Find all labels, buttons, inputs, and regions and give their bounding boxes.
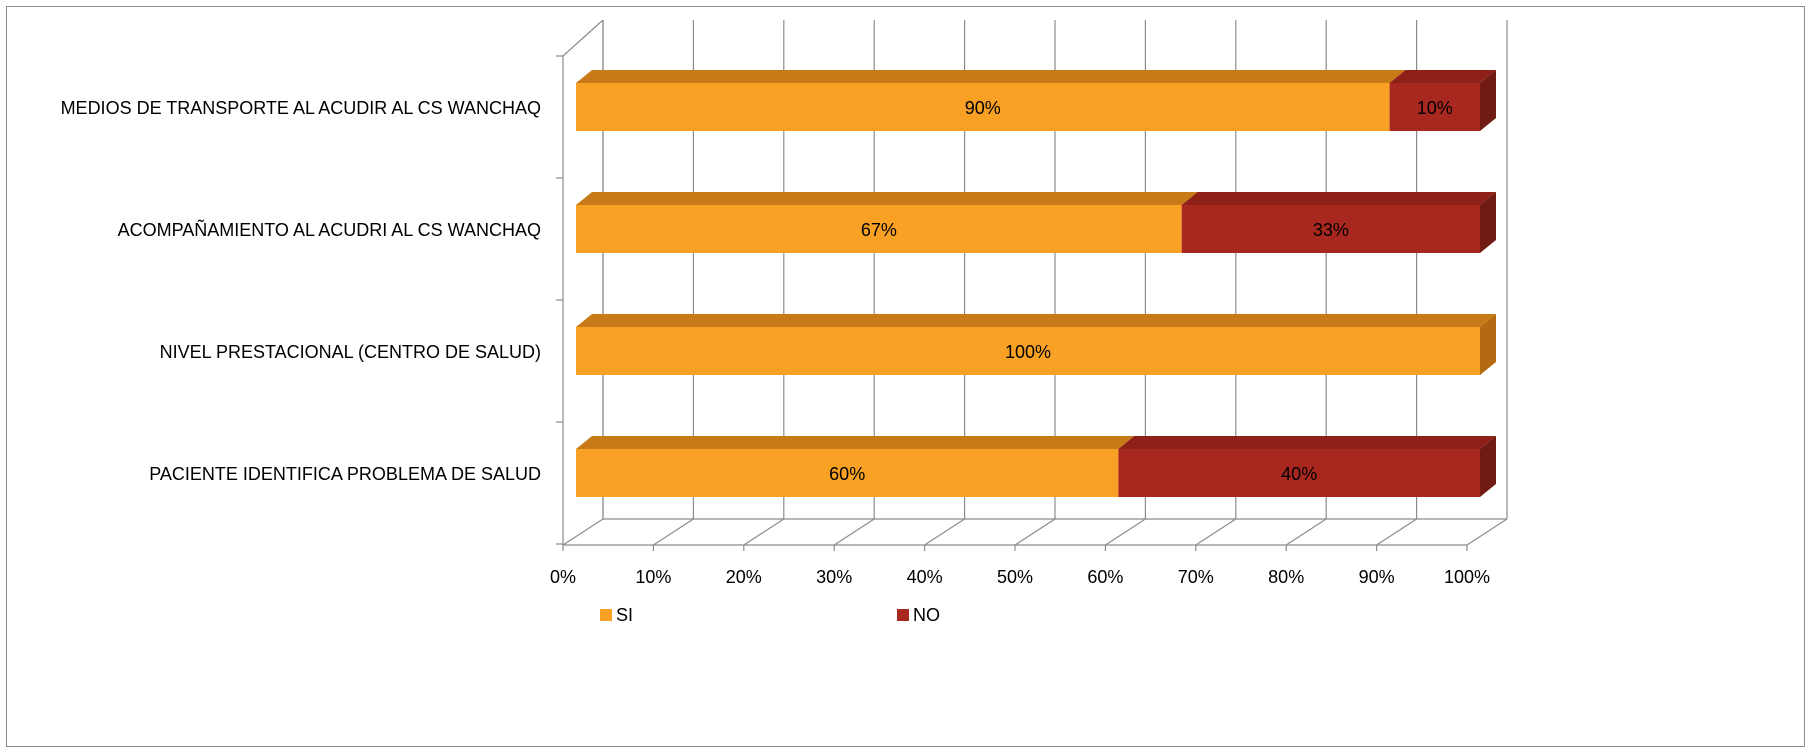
x-tick-label: 20% [726,567,762,587]
floor-gridline [1014,518,1056,546]
x-tick-label: 70% [1178,567,1214,587]
bar-top-face [1181,192,1496,205]
bar-segment [1389,83,1480,131]
x-tick-label: 50% [997,567,1033,587]
x-tick-label: 100% [1444,567,1490,587]
legend-label: SI [616,605,633,625]
data-label: 90% [965,98,1001,118]
bar-segment [576,327,1480,375]
bar-top-face [576,192,1198,205]
legend-swatch [600,609,612,621]
category-label: PACIENTE IDENTIFICA PROBLEMA DE SALUD [149,464,541,484]
floor-gridline [1105,518,1146,546]
legend-label: NO [913,605,940,625]
bar-side-face [1480,436,1496,497]
bar-segment [1118,449,1480,497]
bar-segment [576,205,1182,253]
bar-top-face [1118,436,1496,449]
data-label: 10% [1417,98,1453,118]
x-tick-label: 30% [816,567,852,587]
bar-segment [576,83,1390,131]
floor-gridline [833,518,875,546]
floor-gridline [562,518,604,546]
bar-top-face [576,314,1496,327]
x-tick-label: 90% [1359,567,1395,587]
floor-gridline [1195,518,1237,546]
bar-side-face [1480,70,1496,131]
bar-top-face [1389,70,1496,83]
legend-swatch [897,609,909,621]
floor-gridline [1285,518,1327,546]
bar-side-face [1480,314,1496,375]
bar-segment [576,449,1119,497]
floor-gridline [743,518,785,546]
category-label: NIVEL PRESTACIONAL (CENTRO DE SALUD) [160,342,541,362]
x-tick-label: 40% [907,567,943,587]
bar-top-face [576,70,1406,83]
bar-side-face [1480,192,1496,253]
floor-gridline [1466,518,1508,546]
left-wall-top-edge [562,19,604,57]
floor-gridline [653,518,694,546]
x-tick-label: 60% [1087,567,1123,587]
data-label: 40% [1281,464,1317,484]
bar-top-face [576,436,1135,449]
data-label: 33% [1313,220,1349,240]
x-tick-label: 80% [1268,567,1304,587]
category-label: ACOMPAÑAMIENTO AL ACUDRI AL CS WANCHAQ [118,219,541,240]
x-tick-label: 10% [635,567,671,587]
data-label: 67% [861,220,897,240]
bar-segment [1181,205,1480,253]
category-label: MEDIOS DE TRANSPORTE AL ACUDIR AL CS WAN… [61,98,541,118]
floor-gridline [1376,518,1417,546]
data-label: 100% [1005,342,1051,362]
data-label: 60% [829,464,865,484]
x-tick-label: 0% [550,567,576,587]
floor-gridline [924,518,965,546]
